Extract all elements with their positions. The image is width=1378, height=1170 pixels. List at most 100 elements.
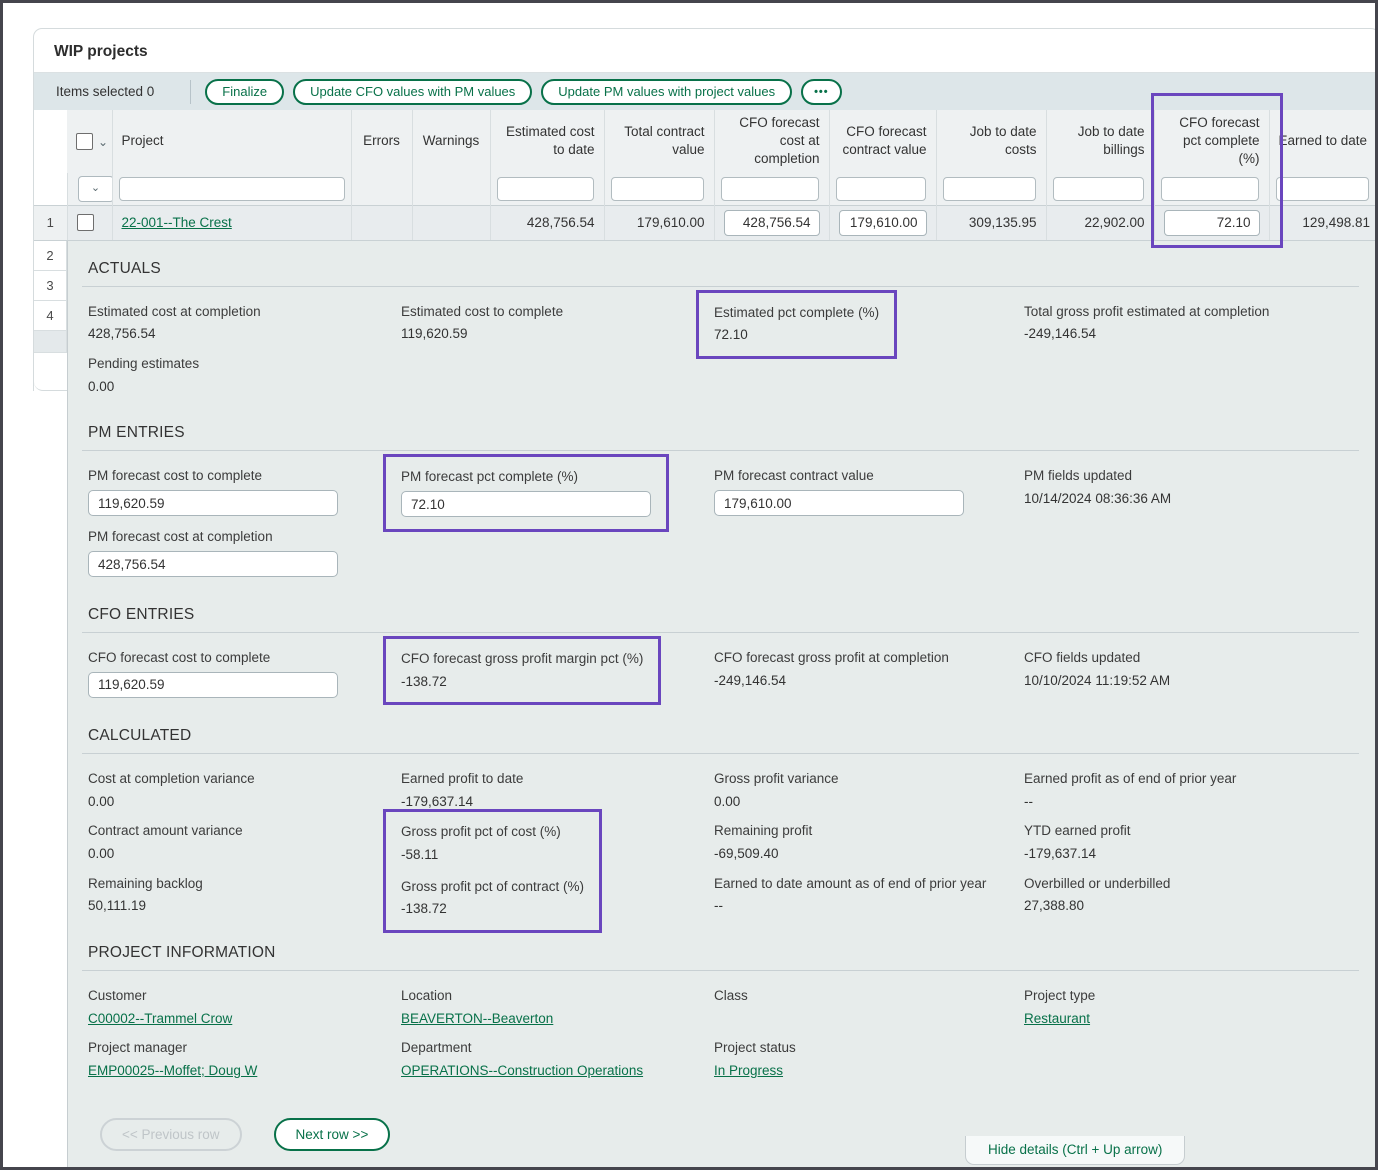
filter-total-contract-cell: [603, 172, 714, 206]
next-row-button[interactable]: Next row >>: [273, 1117, 391, 1151]
field-pm-fields-updated: PM fields updated 10/14/2024 08:36:36 AM: [1024, 467, 1359, 516]
project-type-link[interactable]: Restaurant: [1024, 1010, 1091, 1026]
project-information-grid: Customer C00002--Trammel Crow Location B…: [88, 987, 1359, 1092]
section-divider: [82, 969, 1359, 971]
field-earned-profit-to-date: Earned profit to date -179,637.14: [401, 770, 714, 810]
col-header-cfo-forecast-pct-complete[interactable]: CFO forecast pct complete (%): [1153, 110, 1269, 173]
field-label: PM forecast contract value: [714, 468, 874, 484]
wip-projects-card: WIP projects Items selected 0 Finalize U…: [33, 28, 1375, 248]
field-value: -249,146.54: [714, 672, 787, 688]
earned-to-date-filter-input[interactable]: [1275, 176, 1369, 201]
cfo-forecast-pct-filter-input[interactable]: [1160, 176, 1259, 201]
pm-pct-complete-input[interactable]: [401, 491, 651, 518]
pm-pct-complete-highlight: PM forecast pct complete (%): [383, 454, 669, 533]
errors-cell: [350, 204, 412, 241]
field-value: -249,146.54: [1024, 326, 1097, 342]
cfo-forecast-cost-input[interactable]: [723, 209, 820, 236]
col-header-total-contract-value[interactable]: Total contract value: [603, 110, 714, 173]
location-link[interactable]: BEAVERTON--Beaverton: [401, 1010, 554, 1026]
col-header-cfo-forecast-contract-value[interactable]: CFO forecast contract value: [828, 110, 936, 173]
filter-row: ⌄: [34, 172, 1375, 206]
job-to-date-billings-filter-input[interactable]: [1052, 176, 1144, 201]
row-select-cell: [66, 204, 112, 241]
field-label: Cost at completion variance: [88, 770, 255, 786]
field-label: Project status: [714, 1040, 796, 1056]
cfo-forecast-contract-filter-input[interactable]: [835, 176, 926, 201]
field-label: Remaining backlog: [88, 875, 203, 891]
job-to-date-costs-filter-input[interactable]: [942, 176, 1036, 201]
field-gross-profit-variance: Gross profit variance 0.00: [714, 770, 1024, 810]
filter-earned-cell: [1268, 172, 1375, 206]
field-label: Pending estimates: [88, 356, 200, 372]
col-header-project[interactable]: Project: [111, 110, 351, 173]
project-manager-link[interactable]: EMP00025--Moffet; Doug W: [88, 1063, 258, 1079]
field-label: Remaining profit: [714, 823, 813, 839]
section-title-cfo-entries: CFO ENTRIES: [88, 606, 195, 623]
field-earned-to-date-prior-year: Earned to date amount as of end of prior…: [714, 875, 1024, 915]
field-class: Class: [714, 987, 1024, 1027]
finalize-button[interactable]: Finalize: [205, 78, 285, 105]
field-pending-estimates: Pending estimates 0.00: [88, 355, 401, 395]
field-value: 0.00: [88, 845, 115, 861]
department-link[interactable]: OPERATIONS--Construction Operations: [401, 1063, 644, 1079]
project-link[interactable]: 22-001--The Crest: [121, 215, 232, 231]
row-number: 1: [34, 204, 67, 241]
field-est-cost-to-complete: Estimated cost to complete 119,620.59: [401, 303, 714, 343]
field-label: Project manager: [88, 1040, 188, 1056]
col-header-est-cost-to-date[interactable]: Estimated cost to date: [489, 110, 604, 173]
customer-link[interactable]: C00002--Trammel Crow: [88, 1010, 233, 1026]
row-number: 4: [34, 300, 67, 331]
row-checkbox[interactable]: [76, 214, 94, 232]
items-selected-label: Items selected 0: [56, 84, 155, 99]
cfo-cost-to-complete-input[interactable]: [88, 671, 338, 698]
more-actions-button[interactable]: •••: [801, 78, 842, 105]
col-header-cfo-forecast-cost-at-completion[interactable]: CFO forecast cost at completion: [713, 110, 829, 173]
col-header-job-to-date-billings[interactable]: Job to date billings: [1045, 110, 1154, 173]
project-status-link[interactable]: In Progress: [714, 1063, 784, 1079]
cfo-forecast-pct-input[interactable]: [1163, 209, 1260, 236]
chevron-down-icon[interactable]: ⌄: [98, 134, 109, 149]
update-cfo-values-button[interactable]: Update CFO values with PM values: [293, 78, 533, 105]
pm-cost-to-complete-input[interactable]: [88, 490, 338, 517]
field-cfo-cost-to-complete: CFO forecast cost to complete: [88, 649, 401, 698]
field-label: PM forecast cost at completion: [88, 529, 273, 545]
cfo-forecast-cost-filter-input[interactable]: [720, 176, 819, 201]
total-contract-value-filter-input[interactable]: [610, 176, 704, 201]
pm-entries-grid: PM forecast cost to complete PM forecast…: [88, 454, 1359, 589]
field-value: -69,509.40: [714, 845, 779, 861]
hide-details-tab[interactable]: Hide details (Ctrl + Up arrow): [965, 1136, 1186, 1165]
col-header-errors[interactable]: Errors: [350, 110, 412, 173]
job-to-date-billings-cell: 22,902.00: [1045, 204, 1154, 241]
est-cost-to-date-filter-input[interactable]: [496, 176, 594, 201]
filter-dropdown-button[interactable]: ⌄: [77, 175, 112, 202]
field-value: [714, 1010, 994, 1026]
field-location: Location BEAVERTON--Beaverton: [401, 987, 714, 1027]
pm-cost-at-completion-input[interactable]: [88, 551, 338, 577]
field-value: 27,388.80: [1024, 898, 1085, 914]
previous-row-button[interactable]: << Previous row: [100, 1117, 242, 1151]
project-filter-input[interactable]: [118, 176, 345, 201]
details-region: 2 3 4 ACTUALS Estimated cost at completi…: [33, 240, 1375, 1167]
filter-cfo-pct-cell: [1153, 172, 1269, 206]
cfo-forecast-contract-input[interactable]: [838, 209, 927, 236]
field-total-gross-profit-est: Total gross profit estimated at completi…: [1024, 303, 1359, 343]
earned-to-date-cell: 129,498.81: [1268, 204, 1375, 241]
field-remaining-backlog: Remaining backlog 50,111.19: [88, 875, 401, 915]
update-pm-values-button[interactable]: Update PM values with project values: [541, 78, 793, 105]
col-header-warnings[interactable]: Warnings: [411, 110, 490, 173]
col-header-earned-to-date[interactable]: Earned to date: [1268, 110, 1375, 173]
filter-project-cell: [111, 172, 351, 206]
section-title-pm-entries: PM ENTRIES: [88, 424, 185, 442]
job-to-date-costs-cell: 309,135.95: [935, 204, 1046, 241]
select-all-checkbox[interactable]: [76, 133, 93, 151]
toolbar: Items selected 0 Finalize Update CFO val…: [34, 73, 1375, 110]
row-stub: [34, 330, 67, 353]
col-header-job-to-date-costs[interactable]: Job to date costs: [935, 110, 1046, 173]
page-title: WIP projects: [54, 43, 148, 60]
field-value: 10/14/2024 08:36:36 AM: [1024, 491, 1172, 507]
pm-contract-value-input[interactable]: [714, 490, 964, 517]
field-value: 10/10/2024 11:19:52 AM: [1024, 672, 1171, 688]
title-divider: [34, 72, 1375, 73]
field-label: Location: [401, 987, 453, 1003]
field-label: Customer: [88, 987, 147, 1003]
